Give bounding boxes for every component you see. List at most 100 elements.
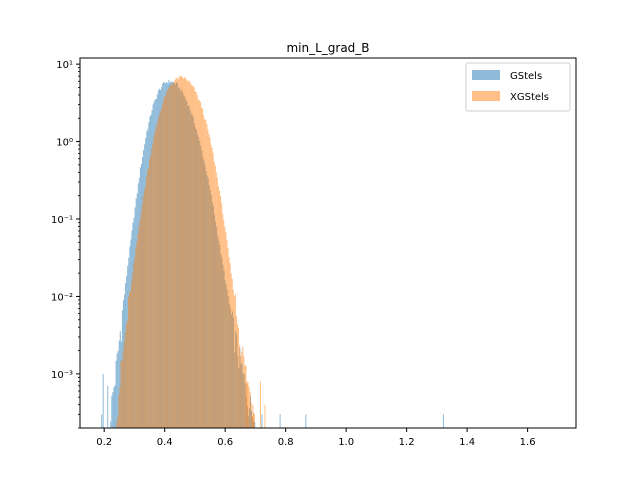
histogram-bar	[251, 416, 253, 428]
histogram-bar	[238, 327, 240, 428]
histogram-bar	[114, 385, 116, 428]
y-tick-label: 10¹	[56, 60, 73, 71]
x-tick-label: 0.6	[217, 437, 233, 448]
histogram-bar	[145, 177, 147, 428]
histogram-bar	[120, 360, 122, 428]
histogram-bar	[217, 186, 219, 428]
x-axis: 0.2 0.4 0.6 0.8 1.0 1.2 1.4 1.6	[96, 428, 536, 448]
histogram-bar	[129, 290, 131, 428]
histogram-bar	[113, 387, 115, 428]
histogram-bar	[250, 402, 252, 428]
histogram-bar	[164, 96, 167, 428]
histogram-bar	[181, 77, 183, 428]
histogram-bar	[233, 296, 235, 428]
histogram-bar	[245, 365, 247, 428]
histogram-bar	[132, 272, 134, 428]
histogram-bar	[197, 99, 199, 428]
histogram-bar	[216, 177, 218, 428]
outlier-bar	[442, 414, 444, 428]
histogram-bar	[110, 421, 112, 428]
histogram-bar	[225, 232, 227, 428]
histogram-bar	[240, 355, 242, 428]
histogram-bar	[215, 172, 217, 428]
histogram-bar	[179, 76, 181, 428]
y-tick-label: 10⁻²	[51, 292, 73, 303]
legend-swatch-xgstels	[472, 91, 500, 101]
histogram-bar	[196, 95, 198, 428]
histogram-bar	[191, 85, 193, 428]
histogram-bar	[227, 247, 229, 428]
histogram-bar	[131, 281, 133, 428]
histogram-bar	[220, 196, 222, 428]
histogram-bar	[253, 413, 255, 428]
outlier-bar	[259, 381, 261, 428]
histogram-bar	[138, 226, 140, 428]
x-tick-label: 1.6	[520, 437, 536, 448]
x-tick-label: 1.2	[399, 437, 415, 448]
x-tick-label: 0.4	[157, 437, 173, 448]
histogram-bar	[243, 356, 245, 428]
histogram-bar	[208, 133, 210, 428]
histogram-bar	[148, 167, 150, 428]
histogram-bar	[160, 109, 162, 428]
histogram-bar	[224, 226, 226, 428]
histogram-bar	[123, 342, 125, 428]
histogram-bar	[130, 291, 132, 428]
histogram-bar	[229, 263, 231, 428]
histogram-bar	[207, 129, 209, 428]
histogram-bar	[134, 256, 136, 428]
histogram-bar	[146, 170, 149, 428]
y-tick-label: 10⁰	[56, 138, 73, 149]
y-tick-label: 10⁻¹	[51, 215, 73, 226]
histogram-bar	[186, 79, 188, 428]
histogram-bar	[136, 241, 138, 428]
histogram-bar	[135, 247, 137, 428]
histogram-bar	[141, 204, 143, 428]
histogram-bar	[152, 143, 154, 428]
histogram-bar	[222, 213, 224, 428]
chart-title: min_L_grad_B	[286, 41, 369, 55]
histogram-bar	[175, 77, 177, 428]
histogram-bar	[249, 392, 251, 428]
histogram-bar	[228, 256, 230, 428]
histogram-bar	[230, 273, 232, 428]
histogram-bar	[221, 203, 223, 428]
histogram-bar	[203, 115, 205, 428]
histogram-bar	[124, 332, 126, 428]
histogram-bar	[118, 340, 120, 428]
histogram-bar	[199, 101, 201, 428]
histogram-bar	[159, 111, 161, 428]
histogram-bar	[226, 239, 228, 428]
histogram-bar	[168, 87, 170, 428]
histogram-bar	[204, 119, 206, 428]
y-axis: 10⁻³ 10⁻² 10⁻¹ 10⁰ 10¹	[51, 60, 80, 429]
histogram-bar	[195, 91, 197, 428]
histogram-bar	[242, 346, 244, 428]
histogram-bar	[161, 104, 163, 428]
histogram-bar	[157, 119, 159, 428]
histogram-bar	[167, 90, 169, 428]
histogram-bar	[205, 119, 207, 428]
histogram-bar	[180, 75, 182, 428]
histogram-bar	[234, 294, 236, 428]
x-tick-label: 1.0	[338, 437, 354, 448]
histogram-bar	[112, 392, 114, 428]
histogram-bar	[127, 297, 129, 428]
plot-area	[101, 75, 444, 428]
histogram-bar	[156, 123, 158, 428]
histogram-bar	[190, 83, 192, 428]
histogram-bar	[154, 132, 156, 428]
histogram-bar	[169, 86, 171, 428]
histogram-bar	[187, 81, 189, 428]
x-tick-label: 1.4	[459, 437, 475, 448]
outlier-bar	[102, 373, 104, 428]
legend-label-gstels: GStels	[510, 71, 542, 82]
histogram-bar	[151, 148, 153, 428]
histogram-bar	[231, 278, 233, 428]
x-tick-label: 0.8	[278, 437, 294, 448]
histogram-bar	[140, 213, 142, 428]
histogram-bar	[171, 83, 173, 428]
histogram-bar	[209, 137, 211, 428]
histogram-bar	[184, 77, 186, 428]
